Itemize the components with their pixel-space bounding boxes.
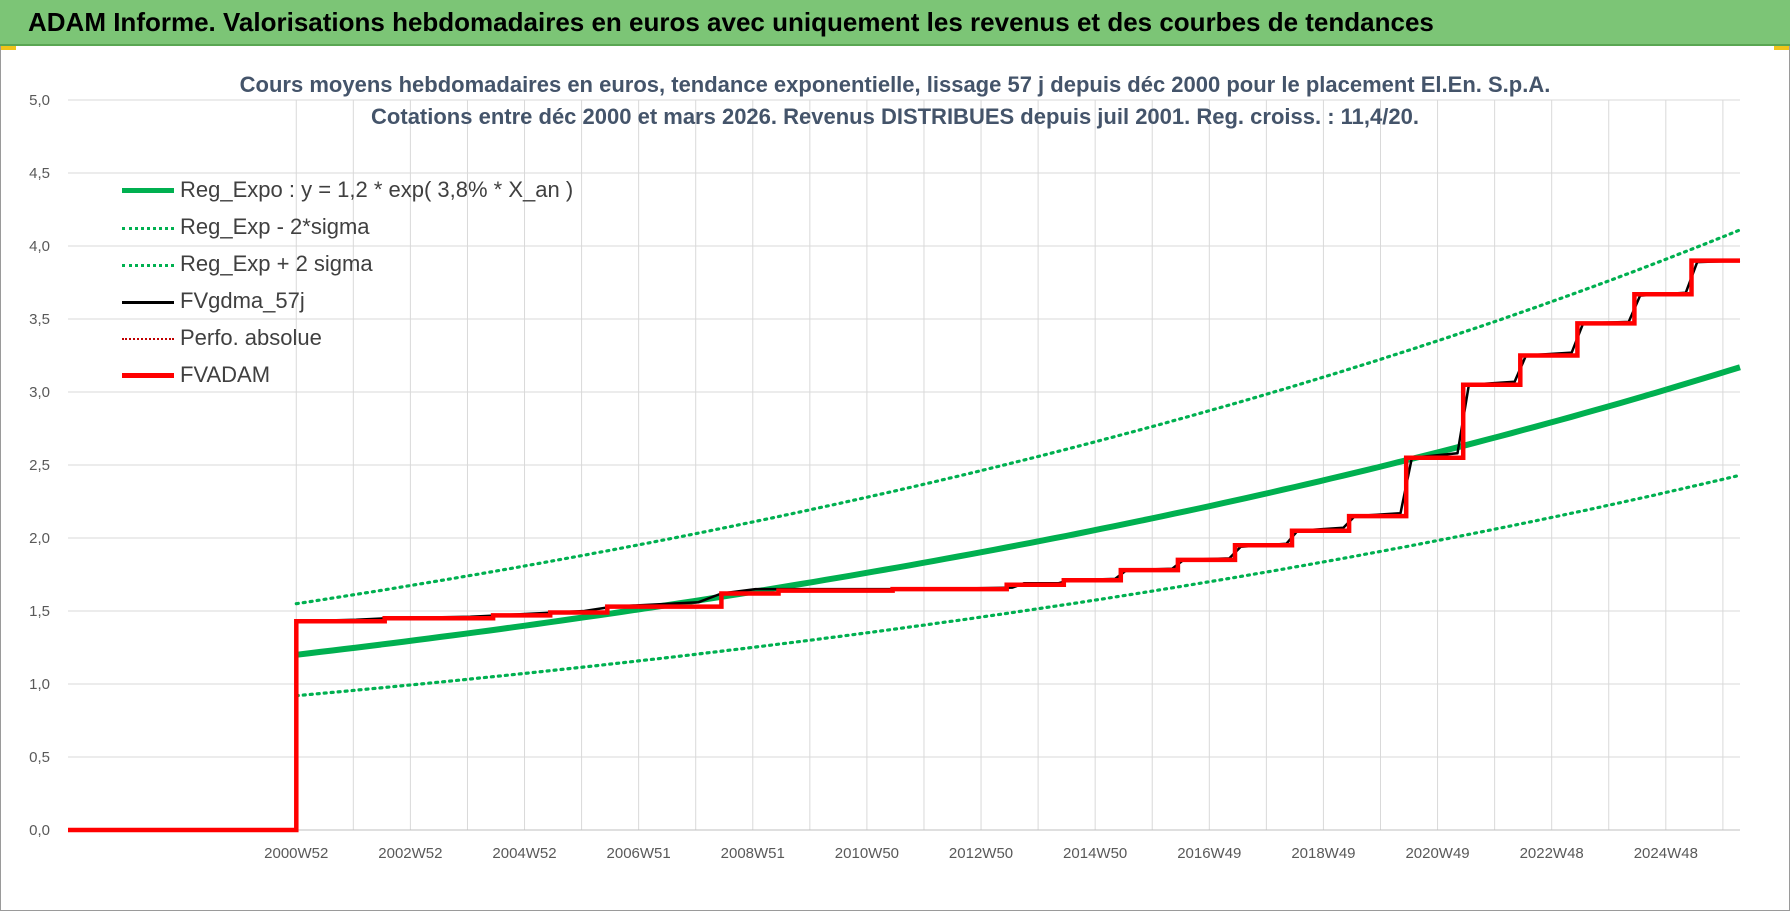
y-tick-label: 2,0 bbox=[29, 530, 50, 547]
legend-label-reg-exp-plus: Reg_Exp + 2 sigma bbox=[180, 251, 373, 276]
y-tick-label: 4,0 bbox=[29, 238, 50, 255]
series-reg-expo-line bbox=[295, 364, 1741, 658]
legend-label-reg-expo: Reg_Expo : y = 1,2 * exp( 3,8% * X_an ) bbox=[180, 177, 574, 202]
series-fvadam-line bbox=[68, 258, 1740, 833]
x-tick-label: 2020W49 bbox=[1405, 845, 1469, 862]
chart-title-line-2: Cotations entre déc 2000 et mars 2026. R… bbox=[371, 104, 1419, 129]
legend-label-fvgdma: FVgdma_57j bbox=[180, 288, 305, 313]
x-tick-label: 2002W52 bbox=[378, 845, 442, 862]
corner-mark-top-right bbox=[1774, 46, 1790, 50]
y-tick-label: 5,0 bbox=[29, 92, 50, 109]
x-tick-label: 2012W50 bbox=[949, 845, 1013, 862]
x-tick-label: 2006W51 bbox=[607, 845, 671, 862]
series-reg-exp-plus-line bbox=[294, 228, 1742, 606]
y-tick-label: 1,0 bbox=[29, 676, 50, 693]
chart-title-line-1: Cours moyens hebdomadaires en euros, ten… bbox=[239, 72, 1551, 97]
legend-swatch-reg-expo bbox=[122, 188, 174, 193]
x-tick-label: 2008W51 bbox=[721, 845, 785, 862]
series-reg-exp-minus-line bbox=[294, 473, 1742, 698]
x-tick-label: 2004W52 bbox=[492, 845, 556, 862]
legend-label-fvadam: FVADAM bbox=[180, 362, 271, 387]
y-tick-label: 4,5 bbox=[29, 165, 50, 182]
report-title: ADAM Informe. Valorisations hebdomadaire… bbox=[28, 7, 1434, 37]
x-tick-label: 2022W48 bbox=[1520, 845, 1584, 862]
legend-swatch-fvadam bbox=[122, 373, 174, 378]
legend-label-perfo: Perfo. absolue bbox=[180, 325, 322, 350]
legend-swatch-perfo bbox=[122, 338, 174, 340]
x-tick-label: 2024W48 bbox=[1634, 845, 1698, 862]
y-tick-label: 0,5 bbox=[29, 749, 50, 766]
legend-swatch-fvgdma bbox=[122, 301, 174, 304]
y-tick-label: 0,0 bbox=[29, 822, 50, 839]
y-tick-label: 3,0 bbox=[29, 384, 50, 401]
x-tick-label: 2018W49 bbox=[1291, 845, 1355, 862]
corner-mark-top-left bbox=[0, 46, 16, 50]
chart-canvas: 0,0 0,5 1,0 1,5 2,0 2,5 3,0 3,5 4,0 4,5 5,0 2000W52… bbox=[29, 92, 1742, 862]
x-tick-label: 2016W49 bbox=[1177, 845, 1241, 862]
legend-swatch-reg-exp-plus bbox=[122, 264, 174, 267]
x-tick-label: 2014W50 bbox=[1063, 845, 1127, 862]
legend-swatch-reg-exp-minus bbox=[122, 227, 174, 230]
x-tick-label: 2010W50 bbox=[835, 845, 899, 862]
y-tick-label: 2,5 bbox=[29, 457, 50, 474]
legend-label-reg-exp-minus: Reg_Exp - 2*sigma bbox=[180, 214, 370, 239]
y-tick-label: 1,5 bbox=[29, 603, 50, 620]
y-tick-label: 3,5 bbox=[29, 311, 50, 328]
x-tick-label: 2000W52 bbox=[264, 845, 328, 862]
report-banner: ADAM Informe. Valorisations hebdomadaire… bbox=[0, 0, 1790, 46]
